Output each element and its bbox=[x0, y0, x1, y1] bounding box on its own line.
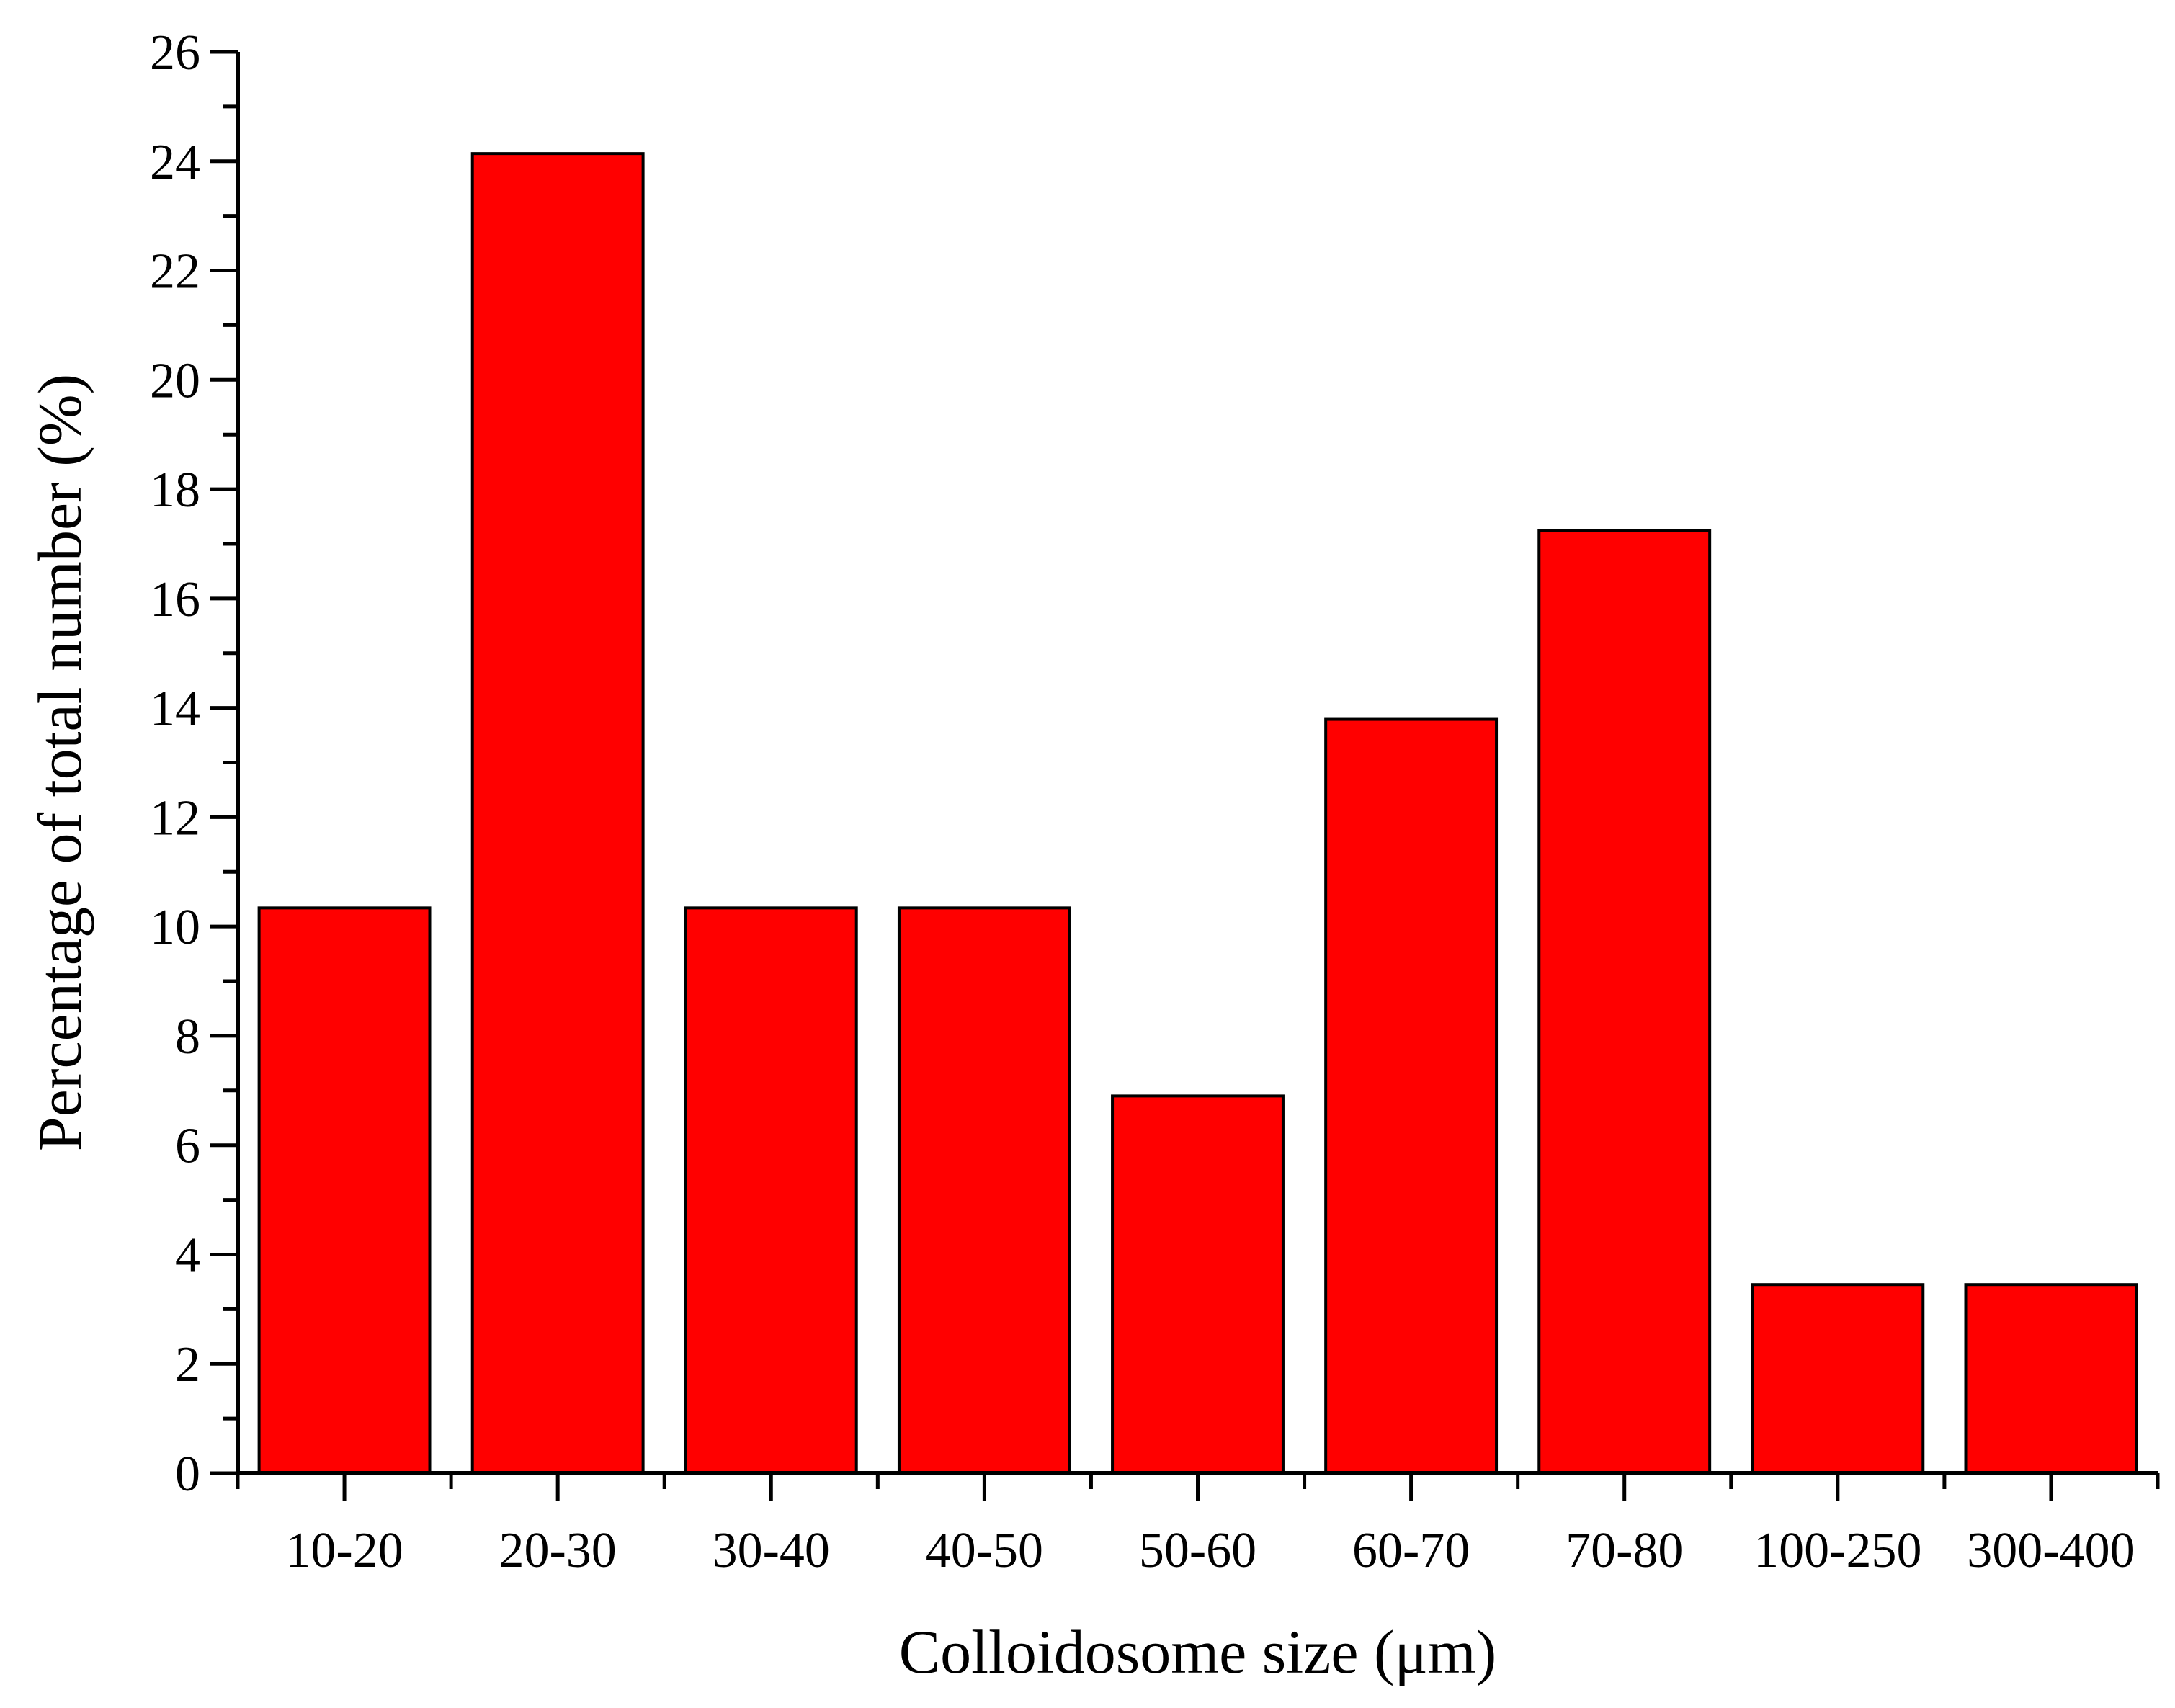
x-tick-label: 20-30 bbox=[499, 1523, 617, 1578]
x-tick-label: 40-50 bbox=[926, 1523, 1043, 1578]
y-tick-label: 22 bbox=[150, 244, 200, 300]
bars-layer bbox=[257, 152, 2138, 1475]
bar-50-60 bbox=[1111, 1094, 1285, 1475]
y-tick-label: 26 bbox=[150, 25, 200, 81]
bar-70-80 bbox=[1537, 529, 1712, 1475]
x-ticks-layer: 10-20 20-30 30-40 40-50 50-60 60-70 70-80 100-2… bbox=[236, 1473, 2160, 1578]
x-tick-label: 70-80 bbox=[1566, 1523, 1683, 1578]
bar-300-400 bbox=[1964, 1283, 2138, 1475]
y-tick-label: 14 bbox=[150, 681, 200, 737]
y-tick-label: 2 bbox=[175, 1337, 200, 1392]
y-tick-label: 10 bbox=[150, 900, 200, 955]
x-tick-label: 50-60 bbox=[1139, 1523, 1256, 1578]
y-tick-label: 24 bbox=[150, 135, 200, 190]
y-tick-label: 12 bbox=[150, 790, 200, 846]
bar-60-70 bbox=[1324, 717, 1499, 1475]
x-axis-title: Colloidosome size (μm) bbox=[899, 1617, 1497, 1686]
y-tick-label: 4 bbox=[175, 1228, 200, 1283]
bar-40-50 bbox=[897, 906, 1071, 1475]
y-tick-label: 16 bbox=[150, 572, 200, 627]
bar-100-250 bbox=[1751, 1283, 1925, 1475]
y-tick-label: 8 bbox=[175, 1009, 200, 1065]
bar-20-30 bbox=[470, 152, 645, 1475]
y-tick-label: 0 bbox=[175, 1447, 200, 1502]
x-tick-label: 10-20 bbox=[285, 1523, 403, 1578]
bar-30-40 bbox=[684, 906, 858, 1475]
x-tick-label: 300-400 bbox=[1967, 1523, 2135, 1578]
x-tick-label: 30-40 bbox=[713, 1523, 830, 1578]
x-tick-label: 60-70 bbox=[1352, 1523, 1470, 1578]
y-tick-label: 18 bbox=[150, 462, 200, 518]
x-tick-label: 100-250 bbox=[1754, 1523, 1921, 1578]
bar-10-20 bbox=[257, 906, 432, 1475]
y-tick-label: 6 bbox=[175, 1119, 200, 1174]
y-axis-title: Percentage of total number (%) bbox=[25, 374, 94, 1151]
y-tick-label: 20 bbox=[150, 353, 200, 408]
